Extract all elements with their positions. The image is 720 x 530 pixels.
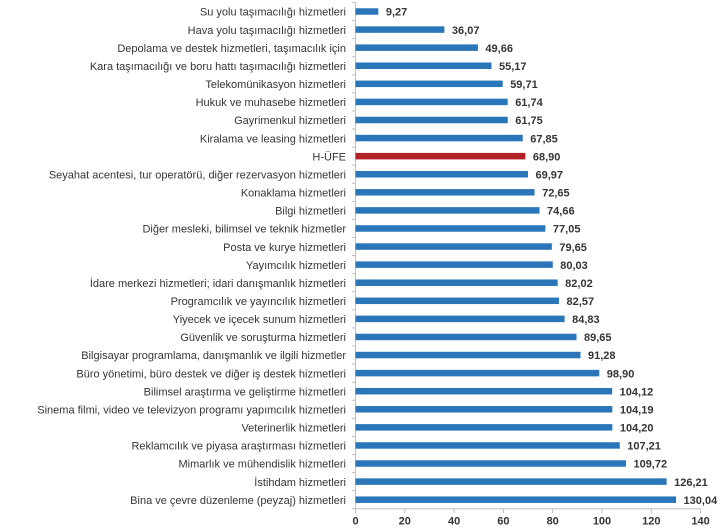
svg-text:0: 0 <box>352 516 358 528</box>
svg-text:Diğer mesleki, bilimsel ve tek: Diğer mesleki, bilimsel ve teknik hizmet… <box>142 224 346 236</box>
svg-text:98,90: 98,90 <box>607 368 635 380</box>
svg-text:130,04: 130,04 <box>684 495 719 507</box>
svg-text:Konaklama hizmetleri: Konaklama hizmetleri <box>241 188 346 200</box>
svg-text:69,97: 69,97 <box>535 169 563 181</box>
svg-text:Hava yolu taşımacılığı hizmetl: Hava yolu taşımacılığı hizmetleri <box>188 25 346 37</box>
svg-text:104,12: 104,12 <box>620 386 654 398</box>
svg-text:Bilgi hizmetleri: Bilgi hizmetleri <box>275 206 346 218</box>
svg-text:Programcılık ve yayıncılık hiz: Programcılık ve yayıncılık hizmetleri <box>171 296 346 308</box>
svg-text:104,20: 104,20 <box>620 423 654 435</box>
svg-text:120: 120 <box>642 516 660 528</box>
svg-text:Bilimsel araştırma ve geliştir: Bilimsel araştırma ve geliştirme hizmetl… <box>144 386 346 398</box>
svg-text:Su yolu taşımacılığı hizmetler: Su yolu taşımacılığı hizmetleri <box>200 7 346 19</box>
svg-text:126,21: 126,21 <box>674 477 708 489</box>
svg-text:İdare merkezi hizmetleri; idar: İdare merkezi hizmetleri; idari danışman… <box>90 277 346 290</box>
svg-text:80: 80 <box>547 516 559 528</box>
svg-text:40: 40 <box>448 516 460 528</box>
svg-text:20: 20 <box>399 516 411 528</box>
svg-text:91,28: 91,28 <box>588 350 616 362</box>
svg-text:H-ÜFE: H-ÜFE <box>312 151 346 163</box>
svg-text:Reklamcılık ve piyasa araştırm: Reklamcılık ve piyasa araştırması hizmet… <box>131 441 346 453</box>
svg-text:Büro yönetimi, büro destek ve: Büro yönetimi, büro destek ve diğer iş d… <box>76 368 346 380</box>
svg-text:Yiyecek ve içecek sunum hizmet: Yiyecek ve içecek sunum hizmetleri <box>173 314 346 326</box>
svg-text:Yayımcılık hizmetleri: Yayımcılık hizmetleri <box>246 260 346 272</box>
svg-text:100: 100 <box>593 516 611 528</box>
svg-text:67,85: 67,85 <box>530 133 558 145</box>
svg-text:Bina ve çevre düzenleme (peyza: Bina ve çevre düzenleme (peyzaj) hizmetl… <box>130 495 346 507</box>
svg-text:109,72: 109,72 <box>633 459 667 471</box>
svg-text:107,21: 107,21 <box>627 441 661 453</box>
svg-text:104,19: 104,19 <box>620 404 654 416</box>
svg-text:55,17: 55,17 <box>499 61 527 73</box>
svg-text:72,65: 72,65 <box>542 188 570 200</box>
svg-text:82,02: 82,02 <box>565 278 593 290</box>
svg-text:Gayrimenkul hizmetleri: Gayrimenkul hizmetleri <box>234 115 346 127</box>
svg-text:77,05: 77,05 <box>553 224 581 236</box>
svg-text:Bilgisayar programlama, danışm: Bilgisayar programlama, danışmanlık ve i… <box>81 350 346 362</box>
svg-text:Sinema filmi, video ve televiz: Sinema filmi, video ve televizyon progra… <box>37 404 346 416</box>
svg-text:61,75: 61,75 <box>515 115 543 127</box>
svg-text:Güvenlik ve soruşturma hizmetl: Güvenlik ve soruşturma hizmetleri <box>180 332 346 344</box>
svg-text:Seyahat acentesi, tur operatör: Seyahat acentesi, tur operatörü, diğer r… <box>49 169 346 181</box>
svg-text:84,83: 84,83 <box>572 314 600 326</box>
svg-text:59,71: 59,71 <box>510 79 538 91</box>
svg-text:Depolama ve destek hizmetleri,: Depolama ve destek hizmetleri, taşımacıl… <box>117 43 346 55</box>
svg-text:Telekomünikasyon hizmetleri: Telekomünikasyon hizmetleri <box>205 79 346 91</box>
svg-text:36,07: 36,07 <box>452 25 480 37</box>
svg-text:140: 140 <box>691 516 709 528</box>
svg-text:74,66: 74,66 <box>547 206 575 218</box>
svg-text:82,57: 82,57 <box>567 296 595 308</box>
svg-text:60: 60 <box>497 516 509 528</box>
svg-text:89,65: 89,65 <box>584 332 612 344</box>
svg-text:Kara taşımacılığı ve boru hatt: Kara taşımacılığı ve boru hattı taşımacı… <box>90 61 346 73</box>
svg-text:9,27: 9,27 <box>386 7 407 19</box>
svg-text:79,65: 79,65 <box>559 242 587 254</box>
svg-text:Mimarlık ve mühendislik hizmet: Mimarlık ve mühendislik hizmetleri <box>179 459 347 471</box>
svg-text:İstihdam hizmetleri: İstihdam hizmetleri <box>254 476 346 489</box>
svg-text:Kiralama ve leasing hizmetleri: Kiralama ve leasing hizmetleri <box>200 133 346 145</box>
svg-text:Hukuk ve muhasebe hizmetleri: Hukuk ve muhasebe hizmetleri <box>196 97 346 109</box>
svg-text:80,03: 80,03 <box>560 260 588 272</box>
svg-text:Posta ve kurye hizmetleri: Posta ve kurye hizmetleri <box>223 242 346 254</box>
svg-text:61,74: 61,74 <box>515 97 543 109</box>
svg-text:Veterinerlik hizmetleri: Veterinerlik hizmetleri <box>241 423 346 435</box>
svg-text:68,90: 68,90 <box>533 151 561 163</box>
svg-text:49,66: 49,66 <box>485 43 513 55</box>
